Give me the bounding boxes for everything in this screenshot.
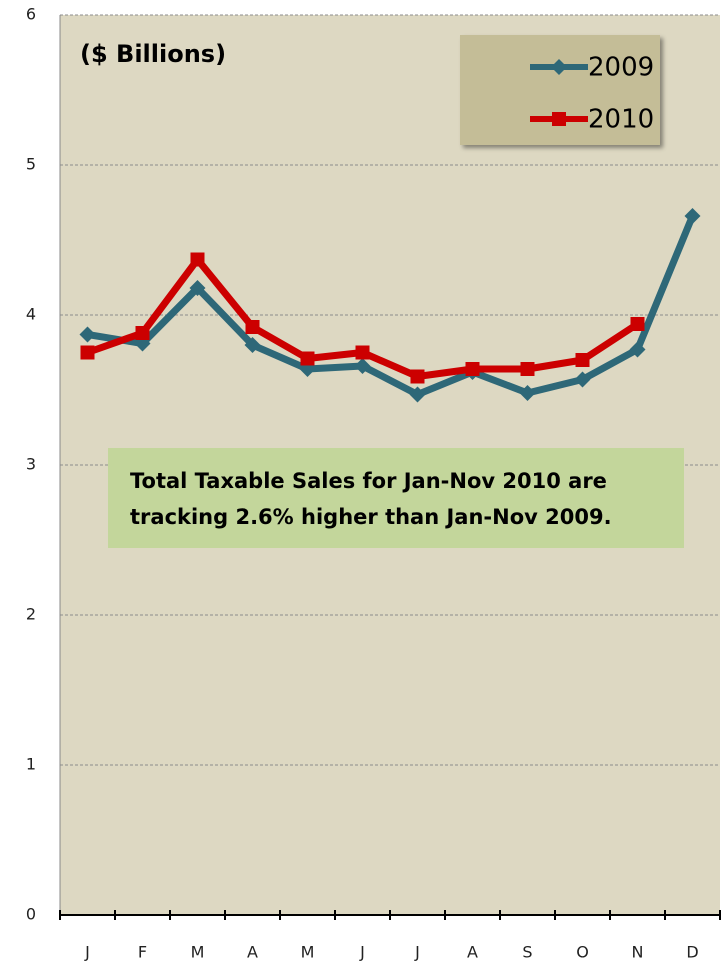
marker xyxy=(552,112,566,126)
y-tick-label: 0 xyxy=(26,905,36,924)
marker xyxy=(551,59,567,75)
legend-label: 2009 xyxy=(588,53,654,83)
y-tick-label: 6 xyxy=(26,5,36,24)
marker xyxy=(629,341,646,358)
marker xyxy=(79,326,96,343)
marker xyxy=(410,369,425,384)
y-tick-label: 3 xyxy=(26,455,36,474)
legend-label: 2010 xyxy=(588,105,654,135)
marker xyxy=(630,317,645,331)
marker xyxy=(244,337,261,353)
x-tick-label: J xyxy=(359,943,365,962)
y-tick-label: 1 xyxy=(26,755,36,774)
marker xyxy=(519,385,536,401)
marker xyxy=(354,358,371,374)
series-line xyxy=(86,214,696,398)
annotation: tracking 2.6% higher than Jan-Nov 2009. xyxy=(130,505,612,529)
x-tick-label: F xyxy=(138,943,147,962)
x-tick-label: N xyxy=(632,943,644,962)
marker xyxy=(135,326,150,340)
y-tick-label: 5 xyxy=(26,155,36,174)
marker xyxy=(300,351,315,366)
marker xyxy=(355,345,370,360)
x-tick-label: A xyxy=(467,943,478,962)
marker xyxy=(80,345,95,360)
marker xyxy=(575,353,590,367)
x-tick-label: J xyxy=(84,943,90,962)
legend-box xyxy=(460,35,660,145)
marker xyxy=(245,320,260,334)
marker xyxy=(465,362,480,376)
marker xyxy=(409,386,426,403)
annotation-box xyxy=(108,448,684,548)
marker xyxy=(520,362,535,376)
subtitle: ($ Billions) xyxy=(80,40,226,68)
annotation: Total Taxable Sales for Jan-Nov 2010 are xyxy=(130,469,607,493)
marker xyxy=(684,208,701,224)
marker xyxy=(189,280,206,296)
x-tick-label: D xyxy=(686,943,698,962)
marker xyxy=(574,371,591,388)
marker xyxy=(190,252,205,267)
x-tick-label: M xyxy=(191,943,205,962)
x-tick-label: S xyxy=(522,943,532,962)
x-tick-label: O xyxy=(576,943,589,962)
x-tick-label: A xyxy=(247,943,258,962)
y-tick-label: 2 xyxy=(26,605,36,624)
x-tick-label: J xyxy=(414,943,420,962)
y-tick-label: 4 xyxy=(26,305,36,324)
x-tick-label: M xyxy=(301,943,315,962)
